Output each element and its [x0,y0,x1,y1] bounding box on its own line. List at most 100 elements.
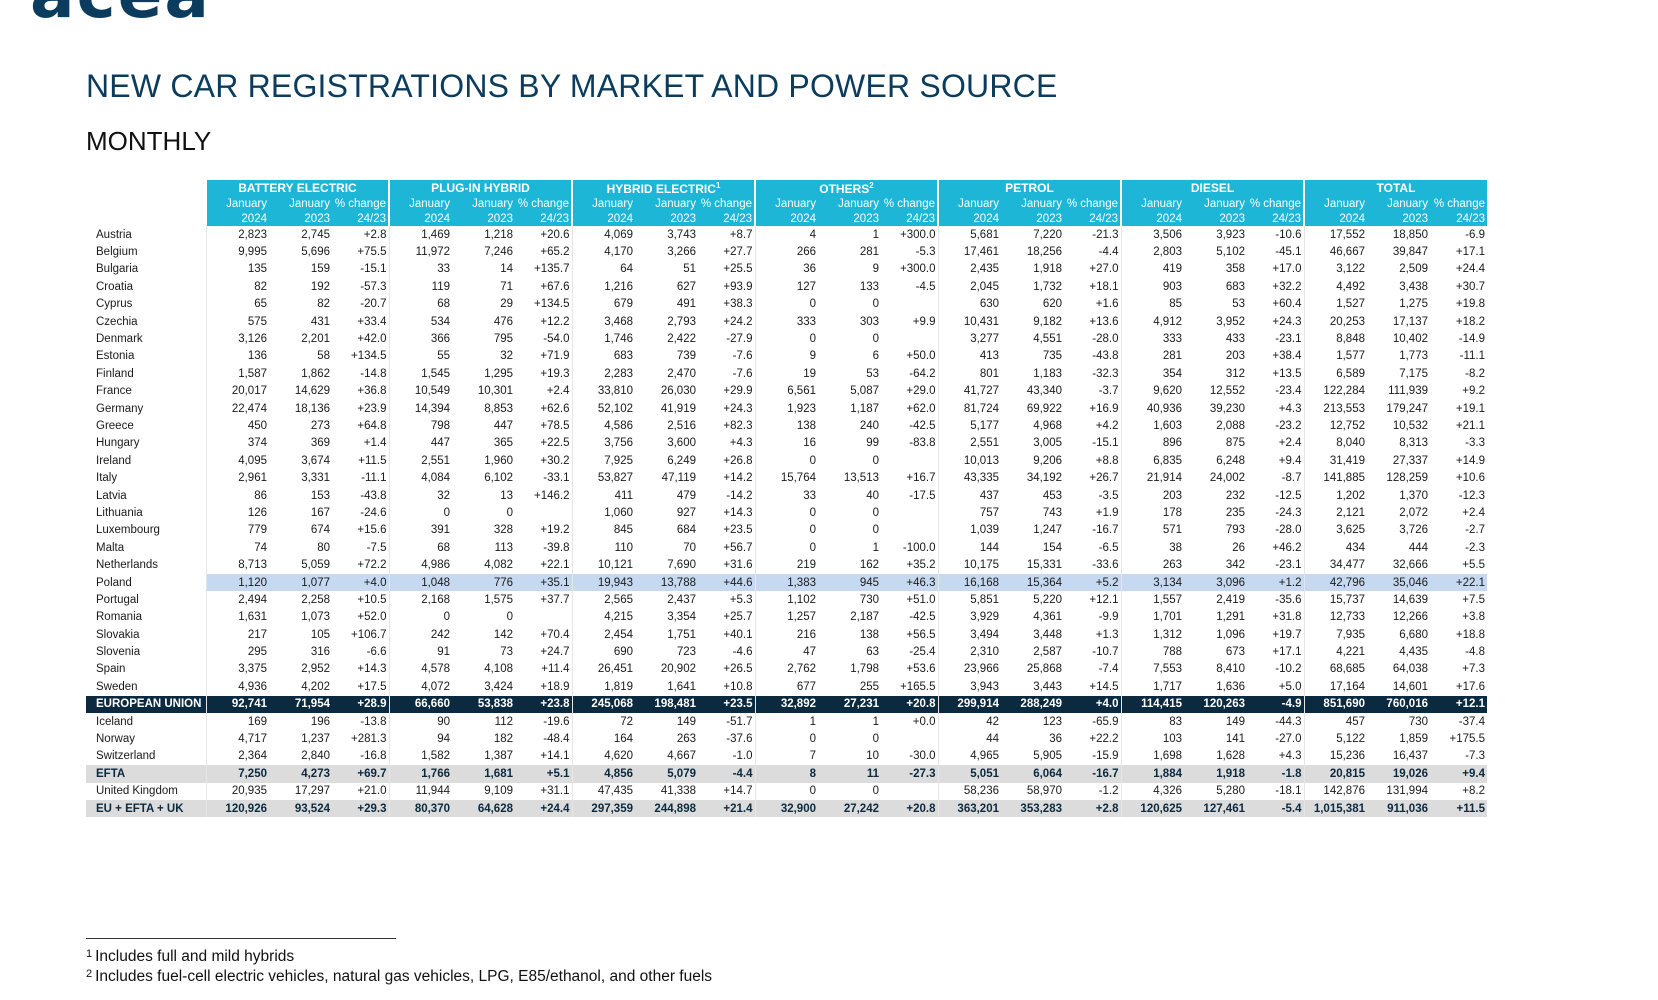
cell-plug-in-hybrid-jan-2023: 29 [500,298,513,311]
cell-diesel-jan-2023: 127,461 [1184,799,1247,818]
cell-hybrid-electric-jan-2024: 1,746 [571,330,635,348]
table-row-estonia: Estonia 136 58 +134.5 55 32 +71.9 683 739 -7.6 9 6 +… [86,347,1487,366]
cell-hybrid-electric-jan-2023: 3,600 [667,437,696,450]
cell-total-jan-2024: 1,202 [1303,486,1367,505]
cell-total-pct-change: -6.9 [1465,228,1485,241]
cell-petrol-pct-change: -4.4 [1098,246,1119,259]
cell-hybrid-electric-jan-2024: 2,454 [571,625,635,644]
cell-others-jan-2023: 1,187 [850,402,879,415]
cell-diesel-pct-change: +13.5 [1272,367,1302,380]
cell-others-pct-change [881,452,938,469]
table-row-romania: Romania 1,631 1,073 +52.0 0 0 4,215 3,354 +25.7 1… [86,608,1487,626]
cell-hybrid-electric-jan-2023: 3,354 [667,611,696,624]
market-name: Austria [96,228,132,241]
market-name: Slovenia [96,646,141,659]
subheader-petrol-1: 2023 [1001,211,1064,226]
cell-battery-electric-jan-2024: 2,823 [205,226,269,244]
cell-hybrid-electric-jan-2023: 3,743 [667,228,696,241]
cell-plug-in-hybrid-pct-change: +22.5 [540,437,570,450]
cell-battery-electric-jan-2023: 5,059 [301,559,330,572]
cell-petrol-jan-2023: 4,361 [1033,611,1062,624]
market-name: Sweden [96,680,138,693]
cell-total-pct-change: +7.3 [1462,663,1485,676]
cell-total-jan-2024: 1,577 [1303,347,1367,366]
cell-petrol-jan-2023: 5,220 [1033,593,1062,606]
cell-hybrid-electric-pct-change: +38.3 [723,298,753,311]
cell-plug-in-hybrid-pct-change: +65.2 [540,246,570,259]
cell-plug-in-hybrid-pct-change [515,609,572,626]
table-row-switzerland: Switzerland 2,364 2,840 -16.8 1,582 1,387 +14.… [86,747,1487,766]
cell-battery-electric-pct-change: +15.6 [357,524,387,537]
cell-total-jan-2024: 122,284 [1303,382,1367,400]
cell-plug-in-hybrid-pct-change: +18.9 [540,680,570,693]
table-row-italy: Italy 2,961 3,331 -11.1 4,084 6,102 -33.1 53,82… [86,469,1487,487]
cell-battery-electric-jan-2024: 2,494 [205,591,269,609]
cell-others-jan-2024: 266 [754,243,818,261]
cell-hybrid-electric-jan-2023: 2,793 [667,315,696,328]
cell-others-pct-change [881,730,938,747]
cell-total-pct-change: -2.7 [1465,524,1485,537]
cell-total-jan-2024: 12,752 [1303,417,1367,435]
cell-diesel-pct-change: +46.2 [1272,541,1302,554]
cell-diesel-jan-2023: 1,628 [1216,750,1245,763]
cell-diesel-pct-change: +17.0 [1272,263,1302,276]
cell-others-jan-2023: 6 [872,350,879,363]
cell-petrol-jan-2023: 69,922 [1026,402,1062,415]
cell-plug-in-hybrid-pct-change: +35.1 [515,573,572,592]
cell-diesel-pct-change: -23.1 [1275,333,1302,346]
market-name: Luxembourg [96,524,160,537]
subheader-battery-electric-2: 24/23 [332,211,389,226]
cell-diesel-jan-2023: 3,923 [1216,228,1245,241]
market-name: Switzerland [96,750,156,763]
cell-battery-electric-jan-2024: 4,717 [205,730,269,748]
cell-others-jan-2023: 1,798 [850,663,879,676]
cell-battery-electric-jan-2024: 126 [205,504,269,522]
cell-diesel-jan-2023: 2,419 [1216,593,1245,606]
cell-total-jan-2024: 4,492 [1303,278,1367,296]
cell-others-jan-2023: 63 [866,646,879,659]
cell-petrol-jan-2023: 1,918 [1033,263,1062,276]
cell-petrol-pct-change: +4.2 [1095,419,1119,432]
market-name: Iceland [96,715,134,728]
cell-total-jan-2024: 4,221 [1303,643,1367,661]
cell-total-pct-change: +10.6 [1455,472,1485,485]
cell-diesel-jan-2024: 1,884 [1120,765,1184,783]
cell-battery-electric-pct-change: -20.7 [360,298,387,311]
cell-battery-electric-pct-change: +29.3 [332,799,389,818]
cell-diesel-jan-2024: 40,936 [1120,399,1184,418]
cell-petrol-jan-2023: 4,551 [1033,333,1062,346]
cell-petrol-pct-change: +13.6 [1089,315,1119,328]
cell-battery-electric-pct-change: +281.3 [351,733,387,746]
market-name: Lithuania [96,506,143,519]
cell-battery-electric-jan-2023: 273 [310,419,330,432]
cell-total-jan-2023: 128,259 [1386,472,1428,485]
cell-others-jan-2024: 127 [754,278,818,296]
cell-diesel-jan-2023: 3,952 [1216,315,1245,328]
cell-petrol-jan-2023: 735 [1042,350,1062,363]
cell-plug-in-hybrid-jan-2023: 4,082 [484,559,513,572]
cell-diesel-jan-2024: 3,134 [1120,573,1184,592]
cell-hybrid-electric-jan-2024: 10,121 [571,556,635,574]
table-row-norway: Norway 4,717 1,237 +281.3 94 182 -48.4 164 263 -3… [86,730,1487,748]
cell-battery-electric-pct-change: +75.5 [357,246,387,259]
cell-total-jan-2024: 17,552 [1303,226,1367,244]
cell-hybrid-electric-jan-2023: 51 [683,263,696,276]
cell-others-pct-change [881,330,938,347]
cell-others-jan-2024: 8 [754,765,818,783]
cell-total-jan-2023: 1,275 [1399,298,1428,311]
cell-battery-electric-jan-2024: 575 [205,312,269,331]
cell-plug-in-hybrid-jan-2023: 9,109 [484,785,513,798]
cell-total-pct-change: +24.4 [1455,263,1485,276]
cell-petrol-jan-2024: 10,013 [937,452,1001,470]
cell-battery-electric-jan-2023: 1,077 [269,573,332,592]
cell-diesel-jan-2023: 141 [1225,733,1245,746]
cell-total-jan-2023: 35,046 [1367,573,1430,592]
cell-diesel-jan-2023: 149 [1225,715,1245,728]
cell-battery-electric-jan-2024: 92,741 [205,695,269,713]
cell-hybrid-electric-jan-2024: 1,819 [571,678,635,696]
cell-total-jan-2023: 760,016 [1367,695,1430,713]
cell-diesel-pct-change: -27.0 [1275,733,1302,746]
subheader-total-1: January [1367,196,1430,211]
cell-hybrid-electric-jan-2024: 33,810 [571,382,635,400]
subheader-hybrid-electric-1: 2023 [635,211,698,226]
